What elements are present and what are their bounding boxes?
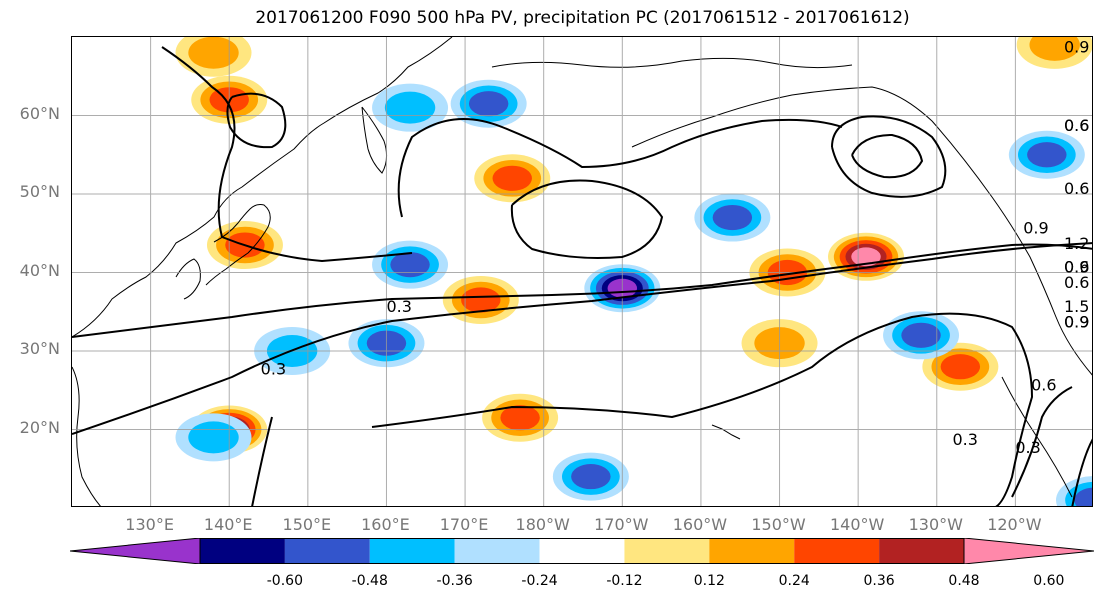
precip-contour bbox=[188, 421, 239, 454]
pv-contour-0.3-loop bbox=[371, 312, 1034, 506]
colorbar-extend-low bbox=[70, 538, 201, 564]
pv-contour-0.3-east bbox=[1011, 386, 1092, 506]
pv-contour-1.2 bbox=[510, 179, 664, 259]
colorbar-bin bbox=[200, 538, 285, 564]
pv-contour-0.9-ne bbox=[831, 115, 947, 198]
map-plot-area: 0.90.90.60.60.60.30.90.91.20.60.91.50.90… bbox=[71, 36, 1093, 507]
precip-contour bbox=[940, 354, 981, 380]
contour-label: 0.6 bbox=[1064, 258, 1089, 277]
colorbar bbox=[70, 538, 1094, 564]
contour-label: 0.6 bbox=[1064, 179, 1089, 198]
lon-tick-label: 150°W bbox=[751, 515, 806, 534]
colorbar-extend-high bbox=[963, 538, 1094, 564]
colorbar-tick-label: -0.12 bbox=[606, 573, 643, 589]
precip-contour bbox=[1027, 142, 1067, 168]
precip-contour bbox=[500, 405, 540, 431]
precip-contour bbox=[901, 322, 941, 348]
contour-label: 0.9 bbox=[1064, 258, 1089, 277]
pv-contour-0.9-west bbox=[226, 92, 287, 149]
colorbar-bin bbox=[284, 538, 370, 564]
lat-tick-label: 60°N bbox=[19, 103, 60, 123]
lat-tick-label: 50°N bbox=[19, 182, 60, 201]
lat-tick-label: 20°N bbox=[19, 417, 60, 437]
contour-label: 0.3 bbox=[261, 360, 286, 379]
coastline-kamchatka bbox=[361, 106, 388, 174]
colorbar-tick-label: -0.36 bbox=[436, 573, 473, 589]
contour-label: 0.6 bbox=[1064, 273, 1089, 292]
colorbar-tick-label: 0.24 bbox=[778, 573, 810, 589]
precip-contour bbox=[492, 165, 532, 191]
coastline-philippines bbox=[72, 366, 101, 506]
precip-contour bbox=[712, 204, 753, 231]
colorbar-tick-label: -0.48 bbox=[351, 573, 388, 589]
lon-tick-label: 140°W bbox=[829, 515, 885, 534]
lon-tick-label: 140°E bbox=[203, 515, 253, 534]
lon-tick-label: 160°E bbox=[361, 515, 410, 534]
lon-tick-label: 130°E bbox=[125, 515, 174, 534]
contour-label: 1.5 bbox=[1064, 297, 1089, 316]
pv-contour-1.5 bbox=[851, 133, 924, 179]
pv-contour-0.6-north bbox=[161, 46, 413, 506]
coastline-alaska bbox=[631, 86, 1092, 376]
colorbar-bin bbox=[794, 538, 880, 564]
lat-tick-label: 30°N bbox=[19, 339, 60, 358]
precip-contour bbox=[390, 252, 430, 278]
contour-label: 0.9 bbox=[1064, 312, 1089, 331]
coastline-japan bbox=[205, 204, 271, 286]
colorbar-tick-label: -0.24 bbox=[521, 573, 558, 589]
colorbar-bin bbox=[539, 538, 625, 564]
coastline-arctic bbox=[491, 57, 853, 69]
lon-tick-label: 170°W bbox=[594, 515, 649, 534]
lon-tick-label: 130°W bbox=[908, 515, 963, 534]
lon-tick-label: 180°W bbox=[515, 515, 570, 534]
contour-label: 0.9 bbox=[1064, 38, 1089, 57]
contour-label: 0.6 bbox=[1031, 375, 1056, 394]
colorbar-tick-label: 0.36 bbox=[863, 573, 895, 589]
map-svg: 0.90.90.60.60.60.30.90.91.20.60.91.50.90… bbox=[72, 37, 1092, 506]
precip-contour bbox=[1074, 487, 1092, 506]
lon-tick-label: 150°E bbox=[282, 515, 332, 534]
colorbar-tick-label: 0.60 bbox=[1033, 573, 1065, 589]
chart-title: 2017061200 F090 500 hPa PV, precipitatio… bbox=[255, 8, 910, 28]
precip-contour bbox=[461, 287, 501, 313]
colorbar-tick-label: 0.12 bbox=[693, 573, 725, 589]
lon-tick-label: 160°W bbox=[672, 515, 728, 534]
pv-contour-0.6 bbox=[72, 243, 1092, 338]
contour-label: 1.2 bbox=[1064, 234, 1089, 253]
colorbar-bin bbox=[879, 538, 964, 564]
coastline-asia bbox=[72, 37, 453, 338]
contour-label: 0.6 bbox=[1064, 116, 1089, 135]
colorbar-bin bbox=[454, 538, 540, 564]
pv-contour-0.9-mid bbox=[397, 118, 843, 218]
colorbar-bin bbox=[709, 538, 795, 564]
precip-contour bbox=[1029, 37, 1080, 61]
contour-label: 0.6 bbox=[1064, 116, 1089, 135]
coastline-korea bbox=[175, 258, 201, 300]
pv-contour-layer bbox=[72, 46, 1092, 506]
contour-label: 0.3 bbox=[952, 430, 977, 449]
colorbar-tick-label: 0.48 bbox=[948, 573, 980, 589]
lon-tick-label: 120°W bbox=[987, 515, 1042, 534]
colorbar-bin bbox=[624, 538, 710, 564]
contour-label: 0.3 bbox=[1015, 438, 1040, 457]
island-hawaii bbox=[711, 424, 741, 440]
pv-contour-0.3-south bbox=[72, 242, 1092, 435]
precip-contour bbox=[188, 37, 239, 69]
precip-contour bbox=[468, 91, 509, 117]
colorbar-tick-label: -0.60 bbox=[266, 573, 303, 589]
lon-tick-label: 170°E bbox=[439, 515, 489, 534]
precip-contour bbox=[384, 91, 436, 124]
precip-contour bbox=[571, 464, 611, 490]
contour-label: 0.9 bbox=[1064, 312, 1089, 331]
colorbar-outline bbox=[199, 538, 965, 564]
lat-tick-label: 40°N bbox=[19, 260, 60, 280]
contour-label: 0.3 bbox=[386, 297, 411, 316]
contour-label-layer: 0.90.90.60.60.60.30.90.91.20.60.91.50.90… bbox=[261, 38, 1090, 457]
contour-label: 0.9 bbox=[1023, 218, 1048, 237]
colorbar-bin bbox=[369, 538, 455, 564]
